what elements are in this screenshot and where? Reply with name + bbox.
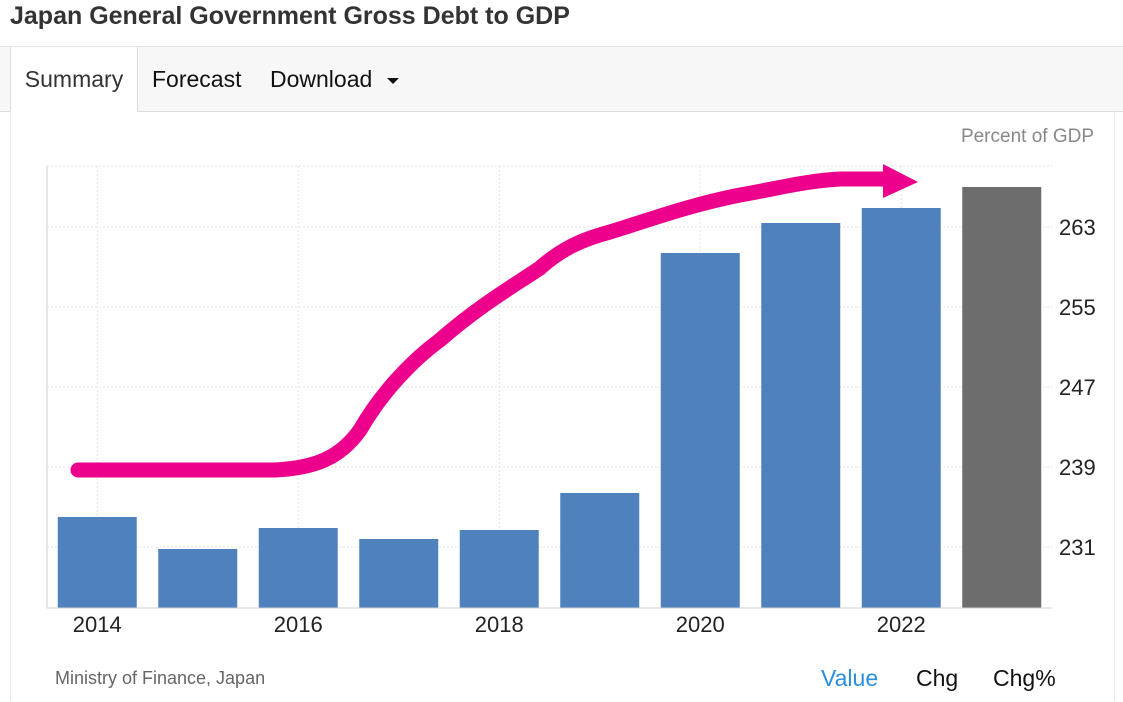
y-tick-label: 231: [1059, 535, 1096, 560]
bar: [560, 493, 640, 608]
arrow-head-icon: [883, 164, 918, 198]
x-tick-label: 2014: [73, 612, 122, 637]
y-tick-label: 263: [1059, 215, 1096, 240]
y-tick-label: 247: [1059, 375, 1096, 400]
source-label: Ministry of Finance, Japan: [55, 668, 266, 688]
bar-forecast: [962, 187, 1042, 608]
tab-bar: Summary Forecast Download: [0, 46, 1123, 112]
page-title: Japan General Government Gross Debt to G…: [10, 2, 570, 30]
view-tab-value[interactable]: Value: [821, 665, 879, 691]
bars: [57, 187, 1042, 608]
axes: [46, 166, 1052, 609]
x-tick-label: 2016: [274, 612, 323, 637]
x-tick-label: 2022: [877, 612, 926, 637]
bar: [459, 530, 539, 608]
view-tab-chg-percent[interactable]: Chg%: [993, 665, 1056, 691]
tab-forecast[interactable]: Forecast: [152, 47, 241, 111]
bar: [861, 208, 941, 608]
view-tab-chg[interactable]: Chg: [916, 665, 959, 691]
bar: [359, 539, 439, 608]
bar: [258, 528, 338, 608]
tab-summary[interactable]: Summary: [10, 47, 138, 112]
x-tick-label: 2020: [676, 612, 725, 637]
tab-forecast-label: Forecast: [152, 66, 242, 92]
chevron-down-icon: [386, 77, 399, 84]
x-tick-labels: 2014 2016 2018 2020 2022: [73, 612, 926, 637]
chart-panel: [10, 111, 1115, 702]
trend-arrow-annotation: [70, 171, 901, 478]
bar: [761, 223, 841, 608]
tab-download[interactable]: Download: [270, 47, 399, 111]
x-tick-label: 2018: [475, 612, 524, 637]
y-tick-label: 255: [1059, 295, 1096, 320]
bar: [57, 517, 137, 608]
tab-summary-label: Summary: [24, 66, 124, 92]
bar: [660, 253, 740, 608]
y-tick-label: 239: [1059, 455, 1096, 480]
bar: [158, 549, 238, 608]
tab-download-label: Download: [270, 66, 373, 92]
unit-label: Percent of GDP: [961, 126, 1094, 147]
y-tick-labels: 231 239 247 255 263: [1059, 215, 1096, 560]
